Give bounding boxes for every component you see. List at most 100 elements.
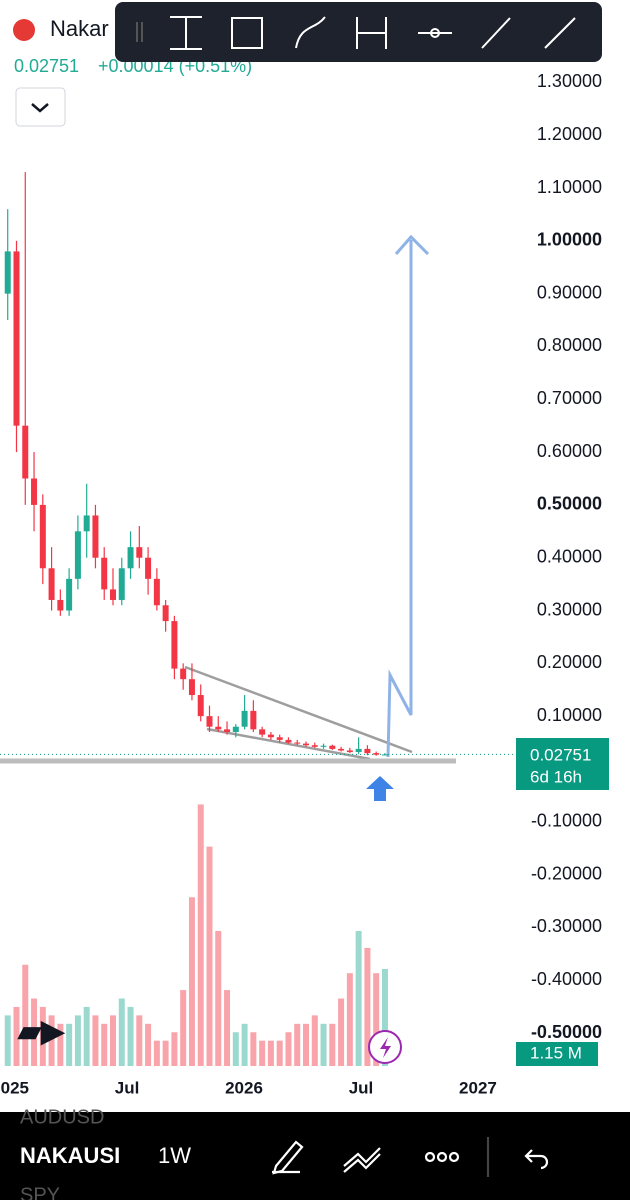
arrow-head bbox=[394, 234, 430, 256]
x-tick-label: 2027 bbox=[459, 1078, 497, 1097]
tv-logo: ▰▶ bbox=[17, 1015, 66, 1048]
candle-body bbox=[206, 716, 213, 727]
x-tick-label: 2026 bbox=[225, 1078, 263, 1097]
y-tick-label: -0.50000 bbox=[531, 1022, 602, 1042]
candle-body bbox=[39, 504, 46, 569]
volume-bar bbox=[276, 1040, 283, 1066]
candle-body bbox=[13, 251, 20, 426]
volume-bar bbox=[373, 973, 380, 1066]
y-tick-label: -0.10000 bbox=[531, 811, 602, 831]
collapse-button[interactable] bbox=[15, 87, 66, 127]
trendline bbox=[184, 665, 413, 754]
candle-body bbox=[162, 605, 169, 622]
candle-body bbox=[329, 745, 336, 749]
volume-bar bbox=[74, 1015, 81, 1066]
up-arrow bbox=[366, 776, 394, 801]
candle-body bbox=[188, 679, 195, 696]
volume-bar bbox=[39, 1006, 46, 1066]
tool-icons[interactable] bbox=[136, 16, 576, 50]
candle-body bbox=[250, 710, 257, 730]
volume-bar bbox=[320, 1023, 327, 1066]
volume-bar bbox=[355, 931, 362, 1066]
volume-bar bbox=[118, 998, 125, 1066]
price: 0.02751 bbox=[14, 56, 79, 76]
lightning bbox=[380, 1037, 391, 1058]
candle-body bbox=[241, 710, 248, 727]
volume-bar bbox=[48, 1015, 55, 1066]
candle-body bbox=[180, 668, 187, 680]
volume-bar bbox=[311, 1015, 318, 1066]
interval[interactable]: 1W bbox=[158, 1143, 191, 1168]
candle-body bbox=[171, 621, 178, 669]
candle-body bbox=[303, 743, 309, 746]
candle-body bbox=[294, 742, 301, 744]
candle-body bbox=[118, 568, 125, 600]
bottom-icons[interactable] bbox=[272, 1137, 549, 1177]
last-price-box bbox=[516, 738, 609, 790]
last-price-label: 0.02751 bbox=[530, 745, 591, 764]
candle-body bbox=[48, 568, 55, 600]
volume-bar bbox=[153, 1040, 160, 1066]
volume-bar bbox=[224, 990, 231, 1066]
y-tick-label: 1.10000 bbox=[537, 177, 602, 197]
volume-bar bbox=[206, 846, 213, 1066]
candle-body bbox=[355, 748, 362, 753]
volume-bar bbox=[285, 1032, 292, 1066]
x-tick-label: 2025 bbox=[0, 1078, 29, 1097]
candle-body bbox=[22, 425, 29, 479]
y-tick-label: 0.80000 bbox=[537, 335, 602, 355]
volume-bar bbox=[127, 1006, 134, 1066]
x-tick-label: Jul bbox=[349, 1078, 374, 1097]
candle-body bbox=[232, 726, 239, 732]
y-tick-label: 0.50000 bbox=[537, 494, 602, 514]
y-tick-label: -0.30000 bbox=[531, 916, 602, 936]
volume-bar bbox=[83, 1006, 90, 1066]
candle-body bbox=[66, 578, 73, 611]
projection-path bbox=[386, 240, 413, 758]
volume-bar bbox=[259, 1040, 266, 1066]
volume-bar bbox=[162, 1040, 169, 1066]
candle-body bbox=[57, 599, 64, 611]
volume-bar bbox=[381, 968, 388, 1066]
volume-bar bbox=[338, 998, 345, 1066]
candle-body bbox=[145, 557, 152, 579]
symbol-selector[interactable]: NAKAUSI bbox=[20, 1143, 120, 1168]
volume-bar bbox=[215, 931, 222, 1066]
volume-bar bbox=[364, 947, 371, 1066]
chevron bbox=[31, 103, 49, 113]
countdown: 6d 16h bbox=[530, 767, 582, 786]
volume-label: 1.15 M bbox=[530, 1043, 582, 1062]
volume-bar bbox=[31, 998, 38, 1066]
volume-bar bbox=[66, 1023, 73, 1066]
volume-bar bbox=[232, 1032, 239, 1066]
candle-body bbox=[285, 739, 292, 743]
y-tick-label: 0.40000 bbox=[537, 546, 602, 566]
volume-bar bbox=[180, 990, 187, 1066]
y-tick-label: 0.60000 bbox=[537, 441, 602, 461]
candle-body bbox=[381, 754, 388, 756]
symbol-option: AUDUSD bbox=[20, 1106, 104, 1128]
candle-body bbox=[74, 531, 81, 579]
candle-body bbox=[136, 547, 143, 558]
y-tick-label: 1.30000 bbox=[537, 71, 602, 91]
candle-body bbox=[338, 748, 345, 751]
trendline bbox=[206, 727, 371, 761]
volume-bar bbox=[294, 1023, 301, 1066]
candle-body bbox=[224, 729, 231, 732]
symbol: Nakar bbox=[50, 16, 109, 41]
volume-bar bbox=[188, 897, 195, 1066]
candle-body bbox=[197, 695, 204, 717]
volume-bar bbox=[250, 1032, 257, 1066]
volume-bar bbox=[13, 1006, 20, 1066]
candle-body bbox=[346, 750, 353, 753]
candle-body bbox=[31, 478, 38, 505]
candle-body bbox=[320, 745, 327, 747]
candle-body bbox=[92, 515, 99, 558]
candle-body bbox=[4, 251, 11, 294]
volume-bar bbox=[303, 1023, 309, 1066]
volume-bar bbox=[4, 1015, 11, 1066]
symbol-icon bbox=[13, 19, 35, 41]
symbol-option: SPY bbox=[20, 1184, 60, 1200]
